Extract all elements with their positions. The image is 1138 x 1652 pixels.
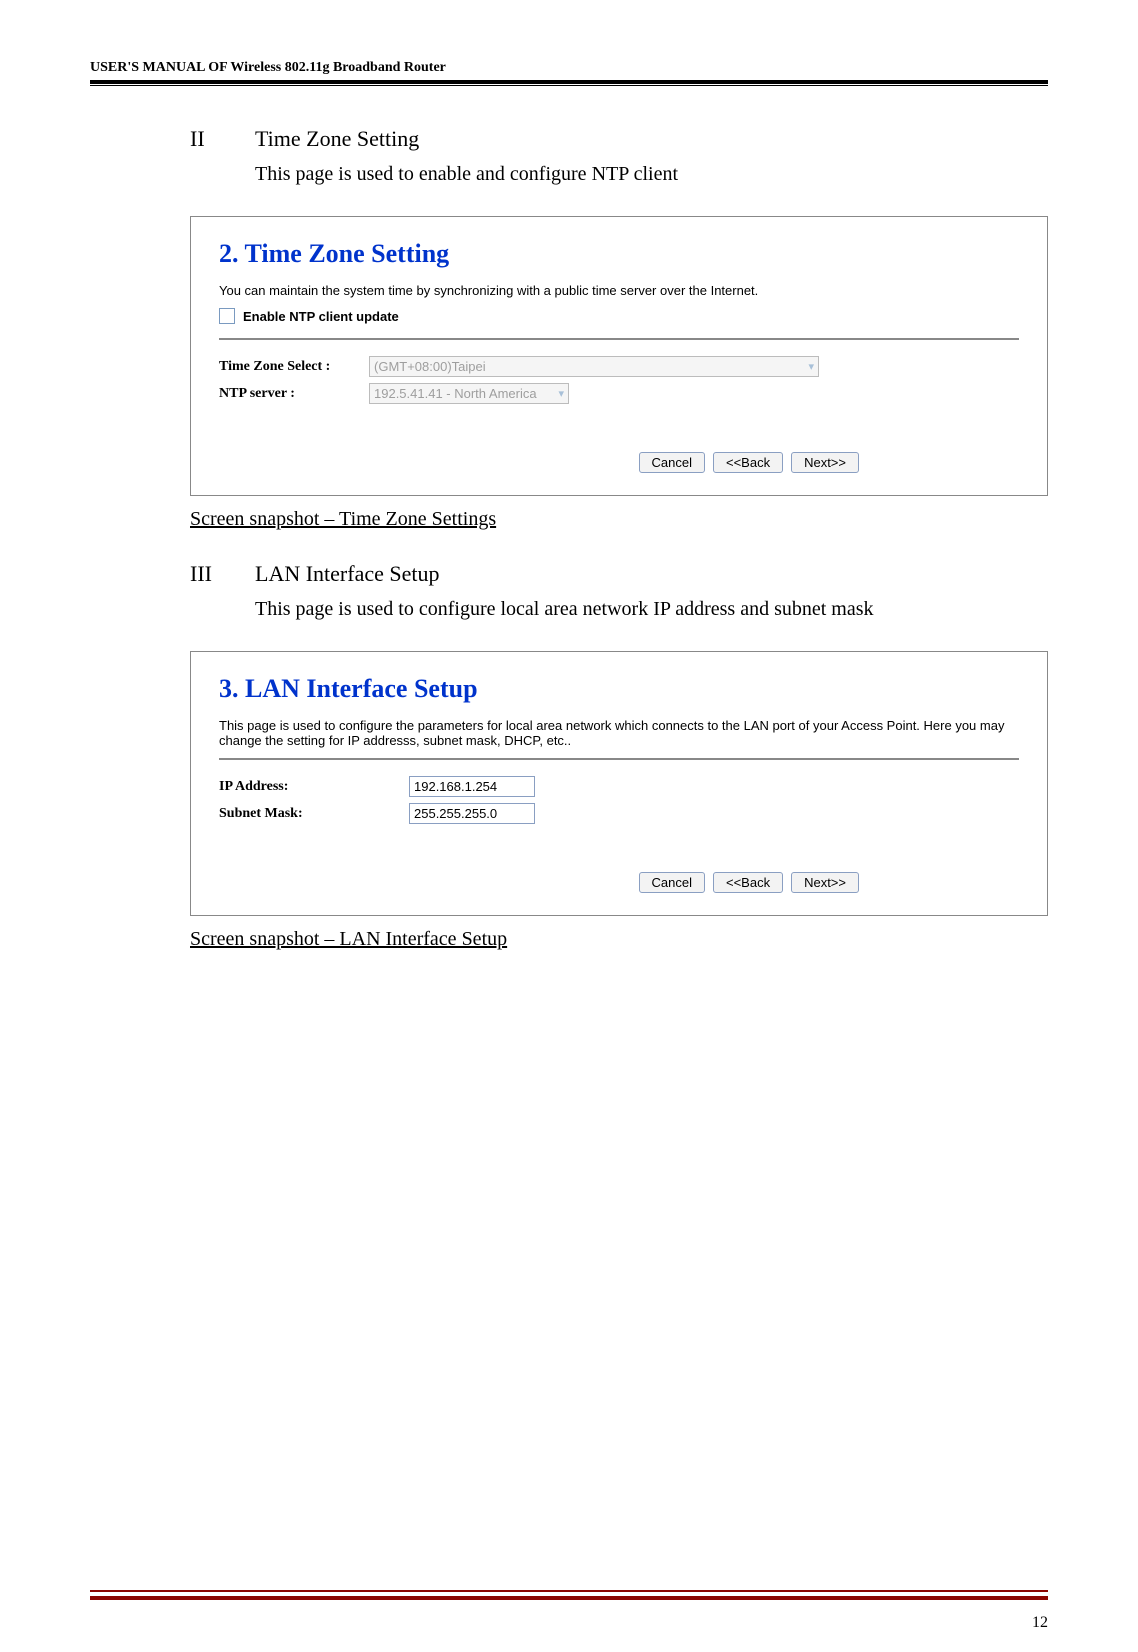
page: USER'S MANUAL OF Wireless 802.11g Broadb… <box>0 0 1138 1652</box>
panel2-heading: 2. Time Zone Setting <box>219 239 1019 269</box>
subnet-mask-label: Subnet Mask: <box>219 806 409 822</box>
back-button[interactable]: <<Back <box>713 452 783 473</box>
section-ii-title: Time Zone Setting <box>255 126 419 152</box>
section-iii-text: This page is used to configure local are… <box>255 593 1048 625</box>
content-area: II Time Zone Setting This page is used t… <box>190 126 1048 951</box>
next-button[interactable]: Next>> <box>791 452 859 473</box>
header-rule-thin <box>90 85 1048 86</box>
ip-address-label: IP Address: <box>219 779 409 795</box>
footer-rule-thick <box>90 1596 1048 1600</box>
enable-ntp-row[interactable]: Enable NTP client update <box>219 308 1019 324</box>
section-iii-title: LAN Interface Setup <box>255 561 439 587</box>
panel2-divider <box>219 338 1019 340</box>
time-zone-panel: 2. Time Zone Setting You can maintain th… <box>190 216 1048 496</box>
enable-ntp-label: Enable NTP client update <box>243 309 399 324</box>
section-iii-numeral: III <box>190 561 255 587</box>
ntp-server-row: NTP server : 192.5.41.41 - North America… <box>219 383 1019 404</box>
chevron-down-icon: ▾ <box>808 360 814 373</box>
caption-timezone: Screen snapshot – Time Zone Settings <box>190 508 1048 531</box>
section-iii-row: III LAN Interface Setup <box>190 561 1048 587</box>
ntp-server-select[interactable]: 192.5.41.41 - North America ▾ <box>369 383 569 404</box>
panel3-divider <box>219 758 1019 760</box>
ip-address-row: IP Address: 192.168.1.254 <box>219 776 1019 797</box>
enable-ntp-checkbox[interactable] <box>219 308 235 324</box>
subnet-mask-row: Subnet Mask: 255.255.255.0 <box>219 803 1019 824</box>
chevron-down-icon: ▾ <box>558 387 564 400</box>
page-number: 12 <box>1032 1614 1048 1632</box>
header-rule-thick <box>90 80 1048 84</box>
timezone-row: Time Zone Select : (GMT+08:00)Taipei ▾ <box>219 356 1019 377</box>
footer-rule-thin <box>90 1590 1048 1592</box>
panel2-button-row: Cancel <<Back Next>> <box>219 452 1019 473</box>
panel3-desc: This page is used to configure the param… <box>219 718 1019 748</box>
subnet-mask-input[interactable]: 255.255.255.0 <box>409 803 535 824</box>
timezone-label: Time Zone Select : <box>219 359 369 375</box>
timezone-select[interactable]: (GMT+08:00)Taipei ▾ <box>369 356 819 377</box>
section-ii-numeral: II <box>190 126 255 152</box>
doc-header-title: USER'S MANUAL OF Wireless 802.11g Broadb… <box>90 60 1048 76</box>
next-button[interactable]: Next>> <box>791 872 859 893</box>
ntp-server-label: NTP server : <box>219 386 369 402</box>
lan-interface-panel: 3. LAN Interface Setup This page is used… <box>190 651 1048 916</box>
timezone-value: (GMT+08:00)Taipei <box>374 359 486 374</box>
section-ii-text: This page is used to enable and configur… <box>255 158 1048 190</box>
panel3-heading: 3. LAN Interface Setup <box>219 674 1019 704</box>
caption-lan: Screen snapshot – LAN Interface Setup <box>190 928 1048 951</box>
ip-address-input[interactable]: 192.168.1.254 <box>409 776 535 797</box>
cancel-button[interactable]: Cancel <box>639 872 705 893</box>
panel3-button-row: Cancel <<Back Next>> <box>219 872 1019 893</box>
ntp-server-value: 192.5.41.41 - North America <box>374 386 537 401</box>
back-button[interactable]: <<Back <box>713 872 783 893</box>
section-ii-row: II Time Zone Setting <box>190 126 1048 152</box>
panel2-desc: You can maintain the system time by sync… <box>219 283 1019 298</box>
cancel-button[interactable]: Cancel <box>639 452 705 473</box>
